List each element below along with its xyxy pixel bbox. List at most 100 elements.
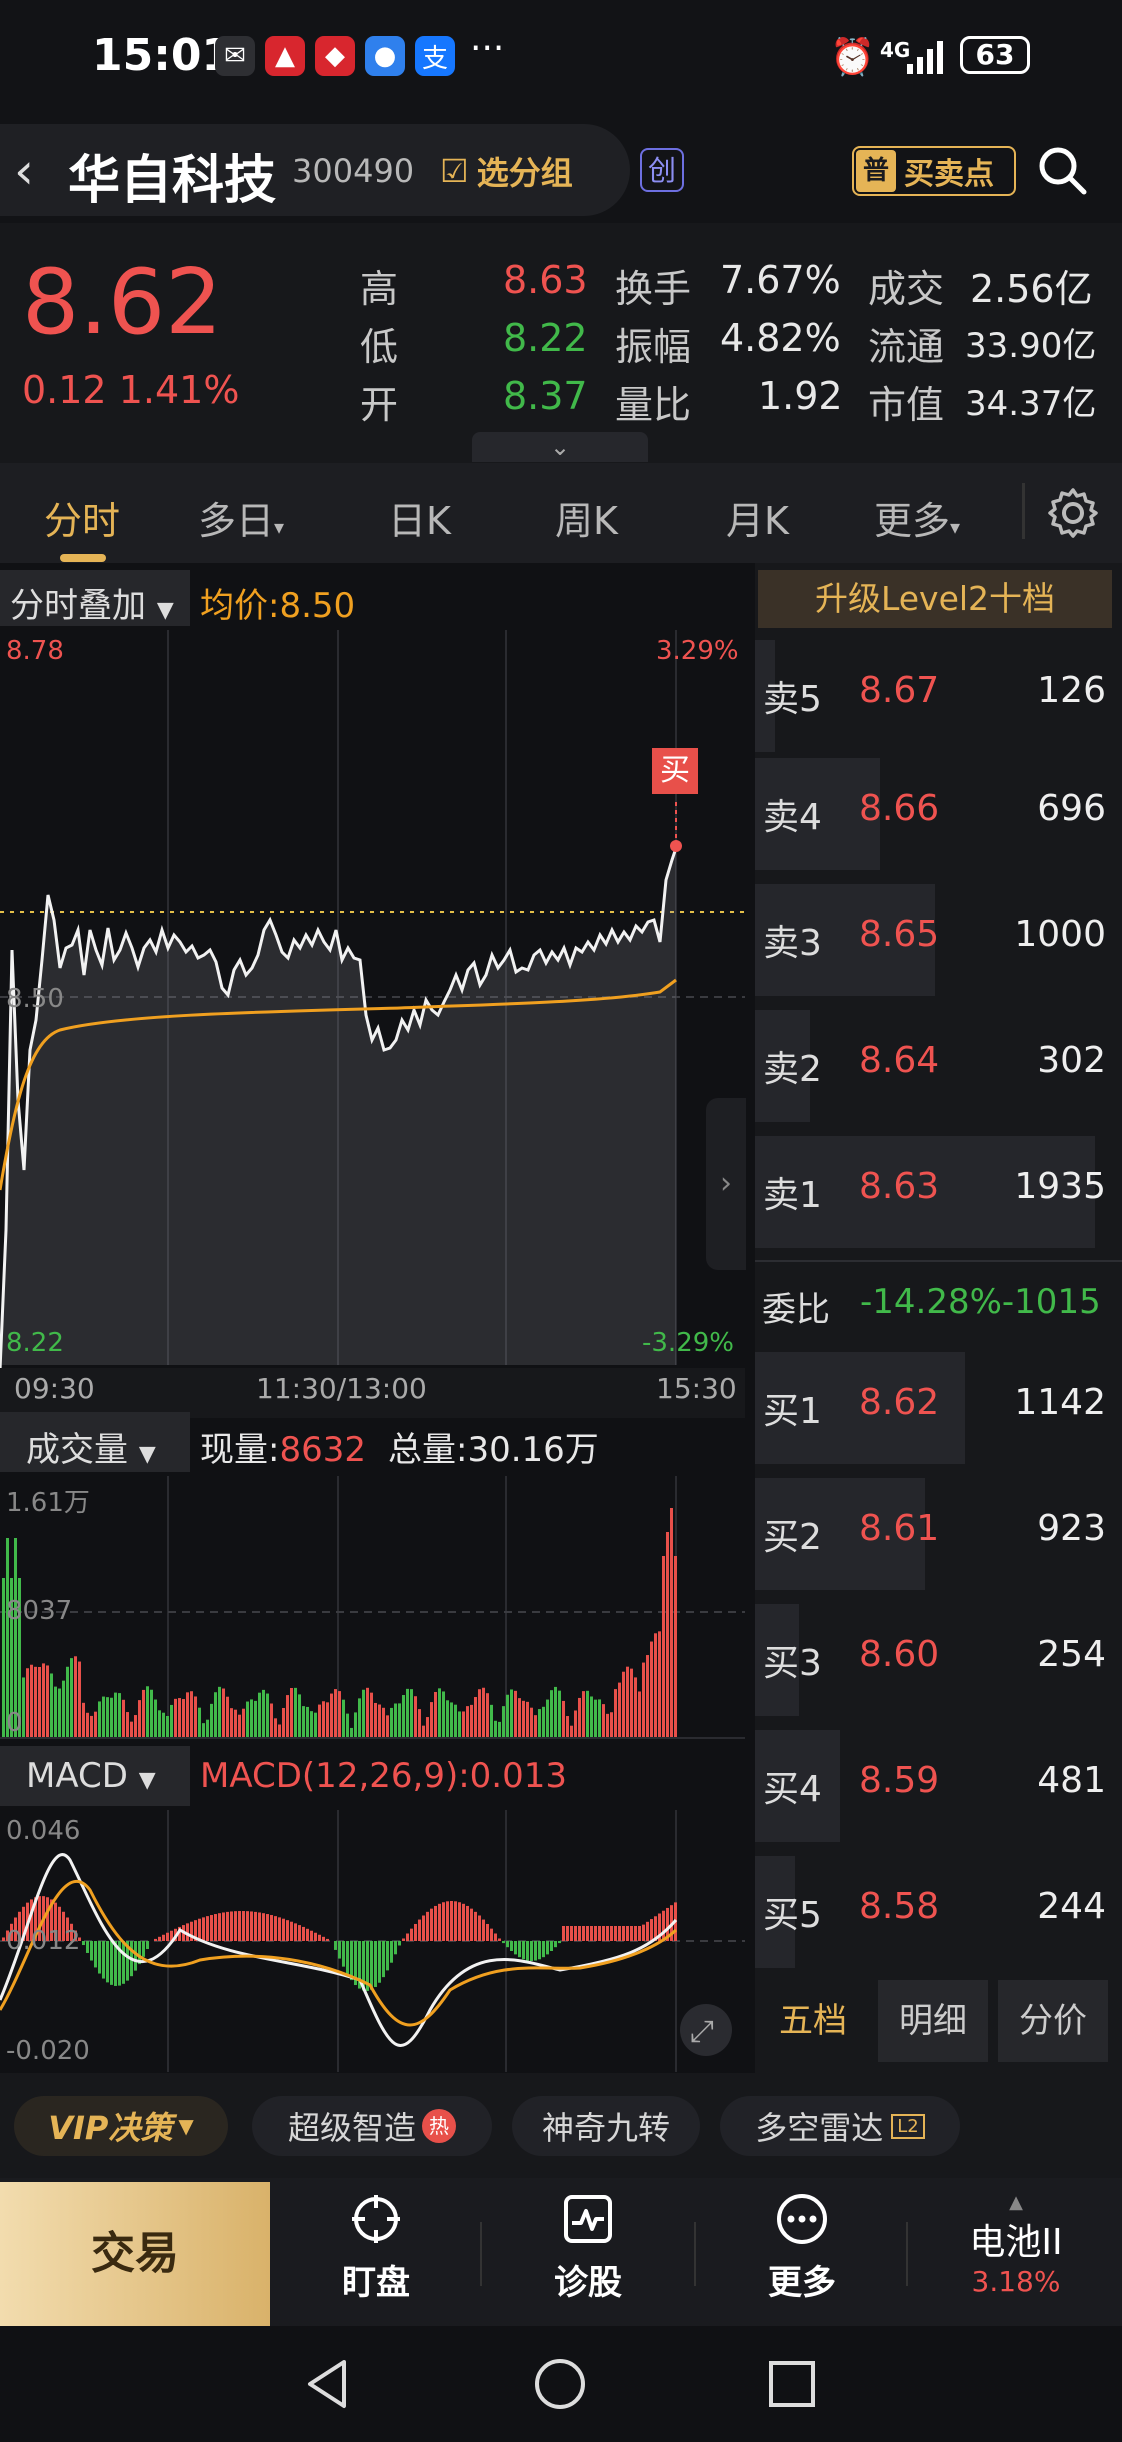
macd-bar — [626, 1926, 629, 1941]
macd-bar — [254, 1911, 257, 1941]
macd-bar — [462, 1903, 465, 1941]
macd-bar — [554, 1941, 557, 1948]
select-group-button[interactable]: ☑ 选分组 — [440, 152, 573, 192]
macd-bar — [82, 1941, 85, 1946]
ask-row-4[interactable]: 卖4 8.66 696 — [755, 752, 1122, 870]
magic-nine-turn-chip[interactable]: 神奇九转 — [512, 2096, 700, 2156]
macd-bar — [618, 1926, 621, 1941]
vip-decision-button[interactable]: VIP决策 ▼ — [14, 2096, 228, 2156]
bid-row-4[interactable]: 买4 8.59 481 — [755, 1724, 1122, 1842]
macd-bar — [526, 1941, 529, 1961]
upgrade-level2-button[interactable]: 升级Level2十档 — [758, 570, 1112, 628]
expand-orderbook-handle[interactable]: › — [706, 1098, 746, 1270]
macd-bar — [210, 1915, 213, 1941]
overlay-selector[interactable]: 分时叠加 ▼ — [10, 586, 174, 626]
volume-bar — [510, 1689, 513, 1738]
nav-diagnose[interactable]: 诊股 — [488, 2178, 688, 2326]
volume-bar — [618, 1682, 621, 1738]
macd-bar — [370, 1941, 373, 1990]
volume-bar — [298, 1694, 301, 1738]
tab-daily-k[interactable]: 日K — [388, 499, 451, 543]
ask-row-2[interactable]: 卖2 8.64 302 — [755, 1004, 1122, 1122]
macd-bar — [522, 1941, 525, 1960]
quote-label-open: 开 — [360, 383, 399, 427]
macd-bar — [94, 1941, 97, 1968]
nav-battery-sector[interactable]: ▲ 电池II 3.18% — [916, 2178, 1116, 2326]
buysell-point-button[interactable]: 普 买卖点 — [852, 146, 1016, 196]
fullscreen-icon[interactable]: ⤢ — [690, 2014, 714, 2049]
tab-trade-detail[interactable]: 明细 — [878, 1980, 988, 2062]
volume-bar — [326, 1702, 329, 1738]
settings-gear-icon[interactable] — [1046, 486, 1100, 540]
trade-button[interactable]: 交易 — [0, 2182, 270, 2326]
tab-multi-day[interactable]: 多日▾ — [198, 499, 285, 543]
macd-bar — [110, 1941, 113, 1985]
nav-more[interactable]: 更多 — [702, 2178, 902, 2326]
ask-row-3[interactable]: 卖3 8.65 1000 — [755, 878, 1122, 996]
volume-bar — [42, 1663, 45, 1738]
ask-row-5[interactable]: 卖5 8.67 126 — [755, 634, 1122, 752]
macd-bar — [566, 1926, 569, 1941]
volume-bar — [214, 1692, 217, 1738]
tab-price-distribution[interactable]: 分价 — [998, 1980, 1108, 2062]
volume-bar — [26, 1668, 29, 1738]
volume-bar — [306, 1706, 309, 1738]
tab-weekly-k[interactable]: 周K — [555, 499, 618, 543]
macd-bar — [170, 1930, 173, 1941]
macd-bar — [402, 1938, 405, 1941]
volume-bar — [654, 1633, 657, 1738]
macd-bar — [226, 1911, 229, 1941]
stock-name: 华自科技 — [68, 151, 277, 211]
bid-row-3[interactable]: 买3 8.60 254 — [755, 1598, 1122, 1716]
volume-bar — [466, 1706, 469, 1738]
macd-axis-bottom: -0.020 — [6, 2036, 90, 2066]
volume-bar — [670, 1508, 673, 1738]
bid-row-2[interactable]: 买2 8.61 923 — [755, 1472, 1122, 1590]
volume-bar — [162, 1712, 165, 1738]
bid-row-1[interactable]: 买1 8.62 1142 — [755, 1346, 1122, 1464]
price-axis-top: 8.78 — [6, 636, 64, 666]
network-type: 4G — [880, 38, 911, 62]
volume-bar — [650, 1641, 653, 1738]
system-recents-icon[interactable] — [766, 2358, 818, 2410]
volume-selector[interactable]: 成交量 ▼ — [26, 1430, 156, 1470]
volume-chart[interactable] — [0, 1476, 755, 1740]
back-chevron-icon[interactable]: ‹ — [14, 142, 34, 200]
macd-bar — [258, 1912, 261, 1941]
expand-quote-chevron-icon[interactable]: ⌄ — [472, 432, 648, 462]
ask-row-1[interactable]: 卖1 8.63 1935 — [755, 1130, 1122, 1248]
macd-bar — [466, 1905, 469, 1941]
macd-bar — [270, 1915, 273, 1941]
volume-bar — [550, 1690, 553, 1738]
bull-bear-radar-chip[interactable]: 多空雷达 L2 — [720, 2096, 960, 2156]
buy-signal-marker[interactable]: 买 — [660, 753, 690, 788]
quote-value-amplitude: 4.82% — [720, 316, 841, 360]
volume-bar — [506, 1694, 509, 1738]
tab-five-levels[interactable]: 五档 — [779, 2001, 847, 2041]
message-app-icon: ● — [365, 36, 405, 76]
tab-intraday[interactable]: 分时 — [44, 499, 121, 543]
macd-bar — [598, 1926, 601, 1941]
macd-bar — [482, 1919, 485, 1941]
macd-chart[interactable] — [0, 1810, 755, 2074]
super-manufacturing-chip[interactable]: 超级智造热 — [252, 2096, 492, 2156]
volume-bar — [258, 1692, 261, 1738]
macd-bar — [186, 1923, 189, 1941]
volume-bar — [54, 1686, 57, 1738]
volume-selector-bg — [0, 1412, 190, 1472]
nav-watch[interactable]: 盯盘 — [276, 2178, 476, 2326]
bid-row-5[interactable]: 买5 8.58 244 — [755, 1850, 1122, 1968]
tab-more[interactable]: 更多▾ — [874, 499, 961, 543]
search-icon[interactable] — [1036, 144, 1088, 196]
system-home-icon[interactable] — [532, 2356, 588, 2412]
volume-bar — [570, 1725, 573, 1738]
macd-selector[interactable]: MACD ▼ — [26, 1756, 156, 1796]
intraday-chart[interactable] — [0, 630, 755, 1370]
volume-bar — [98, 1701, 101, 1738]
volume-bar — [366, 1687, 369, 1738]
tab-monthly-k[interactable]: 月K — [726, 499, 789, 543]
system-back-icon[interactable] — [300, 2356, 356, 2412]
volume-bar — [614, 1689, 617, 1738]
volume-bar — [374, 1702, 377, 1738]
macd-bar — [22, 1906, 25, 1941]
